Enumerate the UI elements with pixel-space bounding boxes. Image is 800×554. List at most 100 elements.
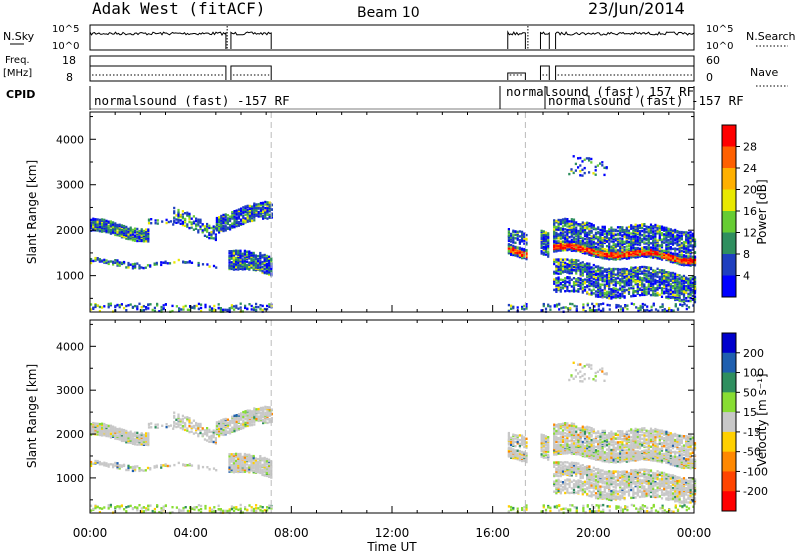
velocity-pixel: [224, 420, 227, 423]
velocity-pixel: [199, 424, 202, 427]
power-pixel: [674, 235, 677, 238]
power-pixel: [619, 246, 622, 250]
velocity-pixel: [248, 413, 251, 417]
velocity-pixel: [161, 424, 164, 427]
power-pixel: [643, 238, 646, 241]
power-pixel: [239, 249, 242, 252]
power-pixel: [263, 256, 266, 259]
power-pixel: [656, 294, 659, 297]
power-pixel: [682, 255, 686, 258]
cpid-segment-2: normalsound (fast) 157 RF: [506, 84, 694, 99]
power-pixel: [219, 307, 222, 310]
power-pixel: [658, 228, 661, 231]
velocity-pixel: [134, 466, 137, 470]
power-pixel: [229, 228, 232, 231]
power-pixel: [594, 169, 597, 172]
power-pixel: [672, 309, 675, 312]
velocity-pixel: [147, 426, 151, 429]
power-pixel: [632, 288, 635, 292]
power-pixel: [257, 206, 260, 209]
velocity-pixel: [246, 421, 249, 424]
power-pixel: [602, 309, 605, 313]
power-pixel: [561, 220, 565, 223]
power-pixel: [224, 227, 227, 230]
nsky-trace-segment: [89, 31, 227, 49]
power-pixel: [652, 279, 655, 282]
power-pixel: [669, 231, 672, 234]
power-pixel: [268, 263, 271, 266]
power-pixel: [603, 268, 606, 271]
power-pixel: [248, 218, 251, 221]
power-pixel: [649, 248, 653, 252]
power-pixel: [630, 226, 633, 229]
power-pixel: [577, 229, 580, 233]
power-pixel: [255, 209, 258, 212]
power-pixel: [687, 248, 690, 251]
power-pixel: [650, 305, 653, 309]
power-pixel: [561, 218, 565, 221]
velocity-pixel: [229, 424, 232, 427]
power-pixel: [667, 278, 670, 282]
power-pixel: [603, 295, 606, 298]
power-pixel: [215, 216, 218, 220]
power-pixel: [572, 284, 576, 287]
power-pixel: [250, 258, 253, 262]
velocity-pixel: [259, 459, 262, 463]
power-pixel: [597, 236, 600, 239]
power-pixel: [652, 249, 655, 252]
power-pixel: [638, 269, 642, 272]
power-pixel: [248, 267, 251, 271]
velocity-pixel: [239, 461, 242, 464]
power-pixel: [621, 278, 624, 281]
power-pixel: [145, 307, 148, 311]
power-pixel: [255, 302, 258, 306]
power-pixel: [218, 229, 221, 232]
power-pixel: [266, 217, 269, 220]
velocity-pixel: [197, 422, 200, 426]
power-pixel: [107, 262, 110, 266]
power-pixel: [614, 284, 617, 287]
power-pixel: [669, 295, 672, 299]
power-pixel: [647, 270, 650, 274]
power-pixel: [544, 249, 548, 252]
power-pixel: [203, 225, 206, 228]
power-pixel: [678, 296, 681, 299]
power-pixel: [559, 270, 562, 273]
power-pixel: [208, 226, 211, 230]
velocity-pixel: [101, 426, 104, 429]
power-pixel: [680, 285, 683, 288]
power-pixel: [608, 272, 611, 275]
power-pixel: [555, 221, 558, 224]
velocity-pixel: [201, 433, 204, 436]
velocity-pixel: [129, 430, 132, 433]
power-pixel: [676, 254, 679, 257]
power-pixel: [96, 218, 99, 221]
power-pixel: [676, 295, 679, 299]
power-pixel: [693, 300, 697, 304]
power-pixel: [616, 232, 620, 236]
power-pixel: [512, 231, 515, 234]
velocity-pixel: [232, 462, 235, 465]
power-pixel: [222, 216, 225, 219]
velocity-pixel: [262, 415, 265, 418]
power-pixel: [572, 225, 576, 228]
power-pixel: [623, 250, 626, 253]
power-pixel: [257, 254, 260, 258]
power-pixel: [259, 304, 262, 307]
power-pixel: [237, 307, 240, 310]
power-pixel: [142, 305, 145, 308]
power-pixel: [638, 224, 642, 227]
power-pixel: [134, 264, 137, 267]
power-pixel: [150, 222, 153, 225]
power-pixel: [218, 219, 221, 222]
power-pixel: [636, 251, 639, 254]
velocity-pixel: [251, 416, 254, 420]
velocity-pixel: [150, 426, 153, 429]
power-pixel: [127, 234, 130, 237]
power-pixel: [634, 229, 637, 232]
power-pixel: [116, 304, 119, 307]
power-pixel: [90, 303, 93, 306]
power-pixel: [646, 308, 649, 312]
power-pixel: [90, 218, 93, 222]
power-pixel: [645, 276, 648, 279]
